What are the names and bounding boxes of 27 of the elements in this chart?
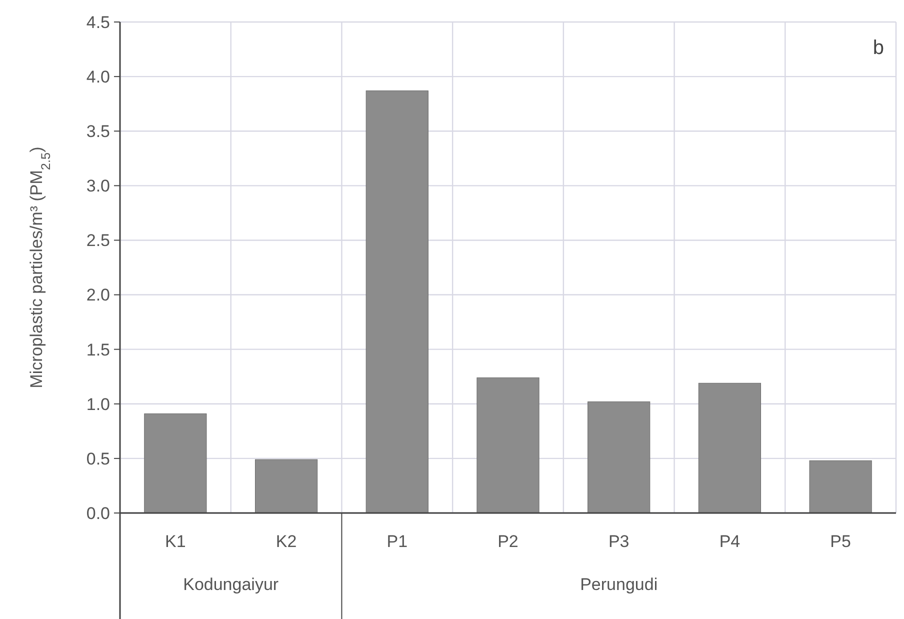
x-tick-label: K1 bbox=[165, 532, 186, 551]
bar bbox=[809, 460, 872, 514]
y-tick-label: 4.0 bbox=[86, 68, 110, 87]
x-tick-label: P5 bbox=[830, 532, 851, 551]
y-tick-label: 2.5 bbox=[86, 231, 110, 250]
text: Kodungaiyur bbox=[183, 575, 279, 594]
text: Perungudi bbox=[580, 575, 658, 594]
y-tick-label: 1.5 bbox=[86, 340, 110, 360]
y-tick-label: 3.5 bbox=[86, 122, 110, 142]
bar bbox=[698, 382, 762, 514]
bar bbox=[588, 401, 650, 514]
bar bbox=[144, 413, 207, 514]
annotation: b bbox=[872, 37, 884, 59]
bar bbox=[366, 90, 428, 514]
bar bbox=[254, 459, 318, 514]
x-tick-label: P2 bbox=[498, 532, 518, 551]
y-tick-label: 4.5 bbox=[86, 12, 110, 32]
y-tick-label: 1.0 bbox=[86, 394, 110, 414]
x-tick-label: P1 bbox=[386, 532, 408, 551]
x-tick-label: K2 bbox=[276, 532, 297, 551]
y-tick-label: 3.0 bbox=[86, 176, 110, 196]
bar bbox=[476, 377, 540, 514]
y-tick-label: 0.0 bbox=[86, 504, 110, 523]
y-tick-label: 0.5 bbox=[86, 449, 110, 468]
x-tick-label: P3 bbox=[608, 532, 630, 551]
x-tick-label: P4 bbox=[719, 532, 740, 551]
y-tick-label: 2.0 bbox=[86, 286, 110, 305]
